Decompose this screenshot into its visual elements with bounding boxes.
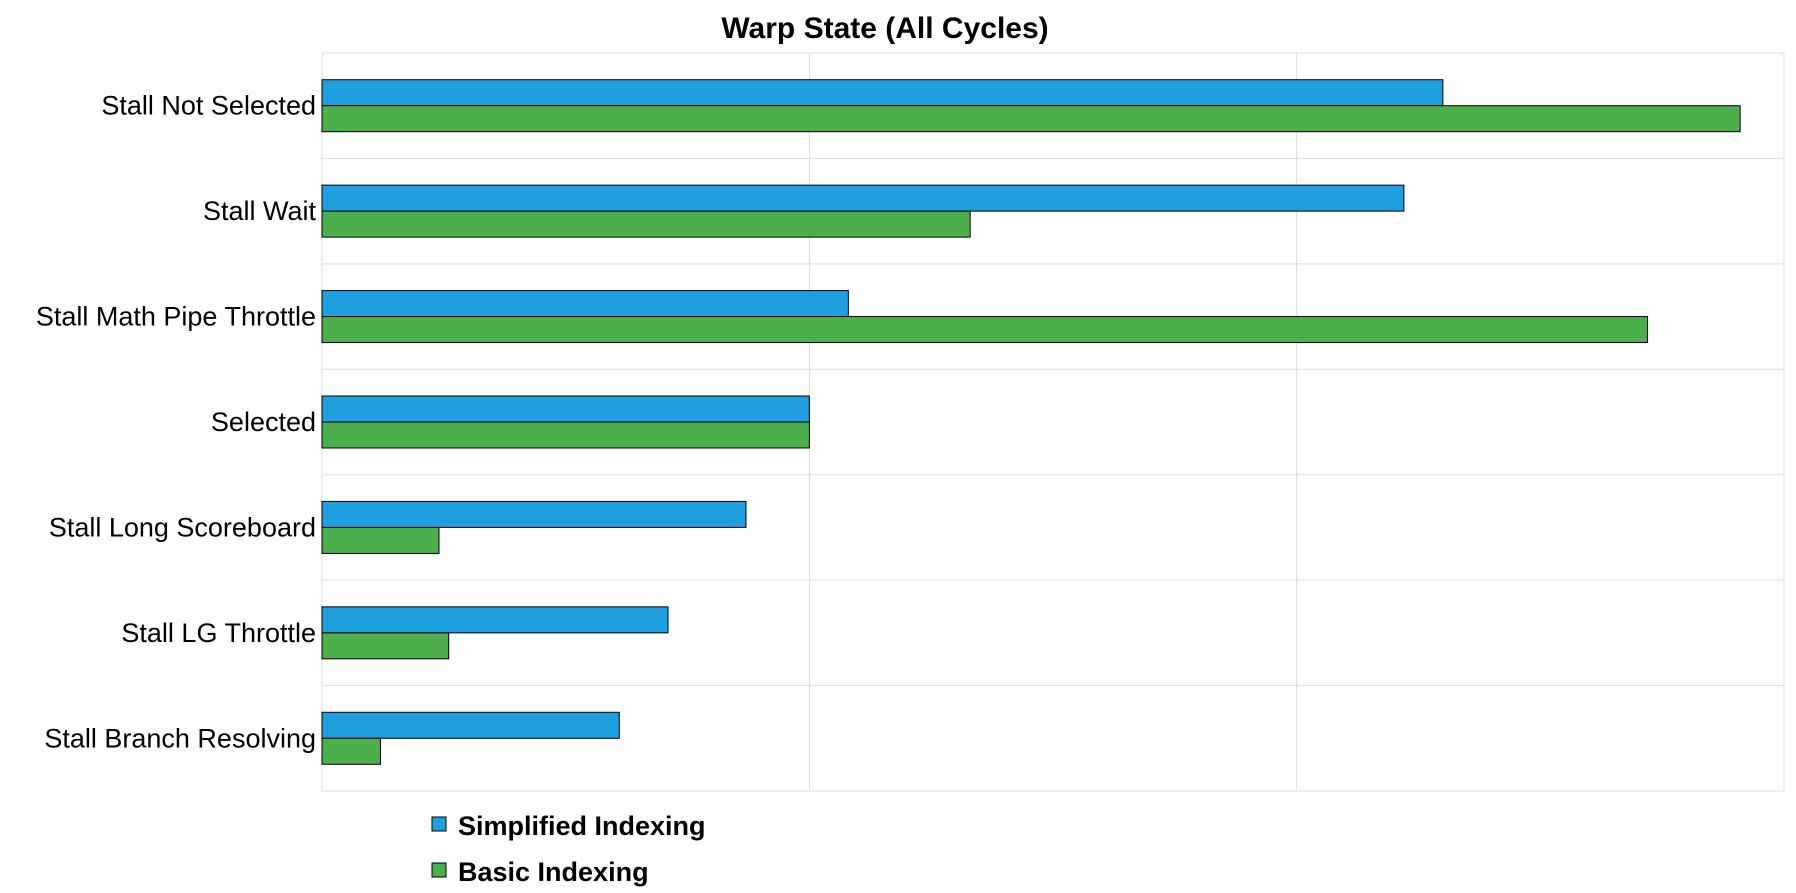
bar-basic-5	[321, 632, 450, 660]
category-labels: Stall Not Selected Stall Wait Stall Math P…	[36, 91, 317, 754]
category-label: Stall Long Scoreboard	[49, 512, 316, 542]
bar-layer	[321, 79, 1741, 765]
chart-title: Warp State (All Cycles)	[721, 12, 1048, 45]
bar-simplified-2	[321, 290, 849, 318]
bar-simplified-0	[321, 79, 1444, 107]
legend-label: Simplified Indexing	[458, 811, 706, 841]
bar-basic-4	[321, 526, 440, 554]
legend-swatch	[431, 862, 447, 878]
bar-simplified-5	[321, 606, 669, 634]
category-label: Stall Not Selected	[101, 91, 316, 121]
bar-simplified-4	[321, 500, 747, 528]
category-label: Selected	[211, 407, 316, 437]
bar-simplified-6	[321, 711, 620, 739]
bar-basic-2	[321, 316, 1649, 344]
bar-basic-3	[321, 421, 810, 449]
bar-basic-1	[321, 210, 971, 238]
bar-simplified-1	[321, 184, 1405, 212]
bar-simplified-3	[321, 395, 810, 423]
legend-swatch	[431, 816, 447, 832]
bar-basic-0	[321, 105, 1741, 133]
category-label: Stall Wait	[203, 196, 317, 226]
category-label: Stall LG Throttle	[121, 618, 316, 648]
legend-label: Basic Indexing	[458, 857, 649, 887]
legend: Simplified Indexing Basic Indexing	[431, 811, 706, 887]
category-label: Stall Math Pipe Throttle	[36, 302, 316, 332]
category-label: Stall Branch Resolving	[44, 723, 316, 753]
bar-basic-6	[321, 737, 381, 765]
